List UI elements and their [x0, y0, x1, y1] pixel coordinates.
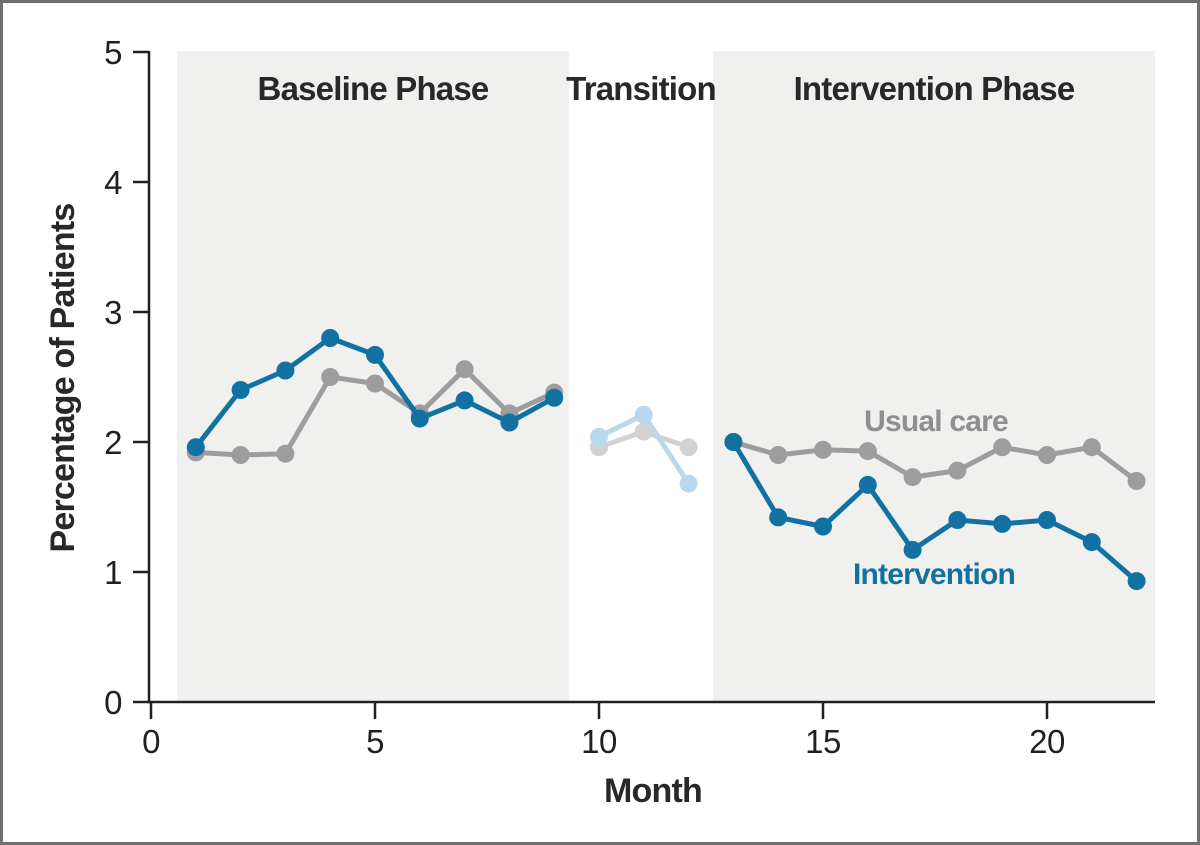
- series-usual-care-intervention-line: [730, 439, 1140, 484]
- phase-label-baseline: Baseline Phase: [258, 70, 489, 107]
- series-usual-care-baseline-point-month-3: [276, 444, 295, 463]
- series-intervention-intervention-point-month-14: [769, 508, 788, 527]
- phase-band-intervention-phase: [712, 51, 1155, 701]
- series-intervention-baseline-point-month-8: [500, 413, 519, 432]
- series-intervention-intervention-point-month-15: [814, 517, 832, 536]
- series-usual-care-intervention-point-month-19: [993, 438, 1012, 457]
- y-tick-label-2: 2: [104, 424, 122, 461]
- x-tick-label-5: 5: [366, 723, 384, 760]
- x-tick-label-0: 0: [142, 723, 160, 760]
- data-series: [186, 329, 1146, 591]
- series-intervention-intervention-point-month-22: [1127, 572, 1146, 591]
- phase-label-intervention: Intervention Phase: [794, 70, 1075, 107]
- series-usual-care-baseline-point-month-7: [455, 360, 474, 379]
- y-tick-label-0: 0: [104, 684, 122, 721]
- y-tick-label-1: 1: [104, 554, 122, 591]
- series-intervention-baseline-point-month-7: [455, 391, 474, 410]
- phase-label-transition: Transition: [566, 70, 716, 107]
- series-intervention-intervention-point-month-19: [993, 514, 1012, 533]
- axes: 0 1 2 3 4 5 0 5 10 15 20: [104, 34, 1155, 760]
- series-usual-care-baseline-point-month-2: [231, 446, 250, 464]
- series-intervention-intervention-point-month-20: [1038, 511, 1056, 529]
- series-intervention-baseline-point-month-6: [410, 409, 429, 428]
- series-intervention-intervention-point-month-17: [903, 540, 922, 559]
- legend-intervention: Intervention: [853, 558, 1015, 591]
- series-usual-care-intervention-point-month-22: [1127, 472, 1146, 490]
- series-intervention-intervention-line: [730, 439, 1140, 584]
- series-usual-care-intervention-point-month-14: [769, 446, 788, 464]
- series-usual-care-transition-point-month-12: [679, 438, 698, 457]
- legend-usual-care: Usual care: [864, 405, 1008, 438]
- x-tick-label-20: 20: [1029, 723, 1065, 760]
- series-intervention-baseline-point-month-3: [276, 361, 295, 380]
- series-intervention-intervention-point-month-16: [858, 475, 877, 494]
- series-intervention-transition-point-month-10: [590, 427, 608, 446]
- series-intervention-intervention-point-month-13: [724, 433, 743, 451]
- series-intervention-baseline-point-month-5: [366, 345, 384, 364]
- series-intervention-transition-point-month-12: [679, 474, 698, 493]
- series-usual-care-intervention-point-month-21: [1082, 438, 1101, 457]
- series-usual-care-intervention-point-month-16: [858, 442, 877, 461]
- series-intervention-intervention-point-month-21: [1082, 533, 1101, 552]
- x-axis-title: Month: [604, 772, 702, 810]
- y-tick-label-5: 5: [104, 34, 122, 71]
- series-usual-care-intervention-point-month-17: [903, 468, 922, 487]
- series-intervention-baseline-point-month-1: [186, 438, 205, 457]
- series-usual-care-transition-point-month-11: [634, 422, 653, 441]
- x-tick-label-10: 10: [581, 723, 617, 760]
- series-intervention-baseline-point-month-9: [545, 388, 564, 407]
- series-intervention-baseline-point-month-4: [321, 329, 340, 347]
- x-tick-label-15: 15: [805, 723, 841, 760]
- y-axis-title: Percentage of Patients: [44, 204, 82, 553]
- series-usual-care-intervention-point-month-20: [1038, 446, 1056, 464]
- y-tick-label-4: 4: [104, 164, 122, 201]
- series-usual-care-intervention-point-month-18: [948, 461, 967, 480]
- y-tick-label-3: 3: [104, 294, 122, 331]
- series-usual-care-baseline-point-month-5: [366, 374, 384, 393]
- series-intervention-baseline-point-month-2: [231, 381, 250, 399]
- phase-bands: [176, 51, 1155, 701]
- series-usual-care-intervention-point-month-15: [814, 440, 832, 459]
- series-usual-care-baseline-point-month-4: [321, 368, 340, 386]
- series-intervention-transition-point-month-11: [634, 405, 653, 424]
- series-intervention-intervention-point-month-18: [948, 511, 967, 529]
